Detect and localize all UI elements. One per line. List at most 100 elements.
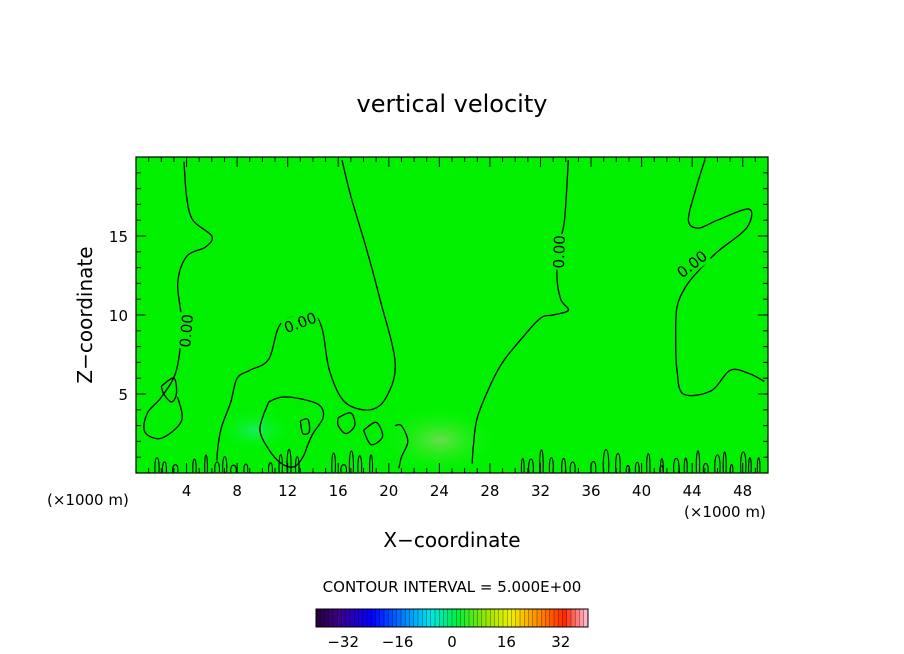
contour-line [340, 464, 347, 473]
colorbar-frame [315, 608, 589, 628]
colorbar-swatch [464, 609, 470, 627]
contour-line [528, 458, 534, 473]
contour-line [569, 461, 576, 473]
colorbar-swatch [324, 609, 330, 627]
colorbar-swatch [528, 609, 534, 627]
contour-line [634, 461, 640, 473]
colorbar-swatch [341, 609, 347, 627]
colorbar-swatch [447, 609, 453, 627]
contour-line [602, 449, 610, 473]
x-tick-label: 36 [581, 482, 600, 500]
colorbar-swatch [498, 609, 504, 627]
x-tick-label: 20 [379, 482, 398, 500]
contour-line [160, 377, 178, 403]
contour-line [369, 454, 374, 473]
colorbar-swatch [418, 609, 423, 627]
colorbar-swatch [401, 609, 406, 627]
contour-line [714, 454, 721, 473]
colorbar-swatch [503, 609, 508, 627]
colorbar-swatch [524, 609, 529, 627]
y-tick-label: 15 [109, 228, 128, 246]
contour-line [548, 457, 554, 473]
colorbar-swatch [562, 609, 568, 627]
colorbar-swatch [473, 609, 478, 627]
colorbar-swatch [426, 609, 432, 627]
x-unit-label: (×1000 m) [684, 503, 766, 521]
colorbar-tick-label: −32 [327, 633, 359, 651]
contour-label: 0.00 [176, 312, 197, 350]
x-tick-label: 8 [232, 482, 242, 500]
contour-noise-lines [154, 449, 761, 473]
colorbar-swatch [490, 609, 495, 627]
x-tick-label: 44 [683, 482, 702, 500]
colorbar-swatch [337, 609, 342, 627]
x-tick-label: 40 [632, 482, 651, 500]
colorbar-swatch [345, 609, 351, 627]
contour-line [646, 452, 651, 473]
contour-line [722, 451, 727, 473]
contour-line [294, 456, 300, 473]
colorbar-swatch [435, 609, 440, 627]
contour-line [230, 464, 237, 473]
colorbar-swatch [507, 609, 512, 627]
contour-line [357, 455, 363, 473]
x-tick-label: 32 [531, 482, 550, 500]
contour-line [286, 449, 292, 473]
colorbar-swatch [316, 609, 321, 627]
y-tick-label: 5 [118, 386, 128, 404]
y-tick-label: 10 [109, 307, 128, 325]
colorbar-swatch [549, 609, 555, 627]
colorbar-swatch [409, 609, 415, 627]
x-tick-label: 28 [480, 482, 499, 500]
plot-area: 0.00 0.000.00 0.00 [135, 156, 769, 475]
colorbar-swatch [439, 609, 444, 627]
contour-line [222, 455, 228, 473]
contour-line [520, 457, 525, 473]
contour-line [695, 450, 701, 473]
y-tick-labels: 5 10 15 [109, 228, 128, 404]
field-shading [380, 405, 500, 475]
colorbar-swatch [320, 609, 325, 627]
colorbar-swatch [515, 609, 521, 627]
contour-labels: 0.00 0.000.00 0.00 [176, 233, 712, 350]
contour-line [243, 463, 249, 473]
contour-line [154, 457, 160, 473]
colorbar-swatch [469, 609, 474, 627]
colorbar-swatch [379, 609, 385, 627]
contour-line [192, 458, 197, 473]
y-unit-label: (×1000 m) [47, 491, 129, 509]
contour-line [748, 457, 752, 473]
colorbar-tick-label: −16 [382, 633, 414, 651]
colorbar-swatch [481, 609, 487, 627]
x-axis-label: X−coordinate [383, 528, 520, 552]
contour-line [394, 423, 409, 469]
colorbar-swatch [392, 609, 398, 627]
field-shading [215, 408, 295, 452]
colorbar-swatch [396, 609, 402, 627]
colorbar-swatch [520, 609, 525, 627]
colorbar-swatch [413, 609, 419, 627]
contour-interval-text: CONTOUR INTERVAL = 5.000E+00 [323, 578, 582, 596]
colorbar-swatch [328, 609, 334, 627]
colorbar-swatch [405, 609, 410, 627]
colorbar-tick-labels: −32 −16 0 16 32 [327, 633, 570, 651]
colorbar-swatch [537, 609, 542, 627]
x-tick-label: 24 [430, 482, 449, 500]
contour-line [216, 160, 396, 461]
contour-line [702, 462, 709, 473]
colorbar-swatch [371, 609, 376, 627]
contour-line [331, 452, 336, 473]
contour-line [172, 464, 179, 473]
colorbar-swatch [456, 609, 461, 627]
colorbar-tick-label: 0 [447, 633, 457, 651]
contour-line [214, 461, 220, 473]
contour-line [740, 451, 747, 473]
colorbar-swatch [583, 609, 589, 627]
colorbar-swatch [358, 609, 364, 627]
colorbar-swatch [452, 609, 457, 627]
x-tick-label: 4 [182, 482, 192, 500]
contour-line [683, 457, 688, 473]
colorbar-swatch [554, 609, 559, 627]
contour-label: 0.00 [549, 233, 569, 271]
